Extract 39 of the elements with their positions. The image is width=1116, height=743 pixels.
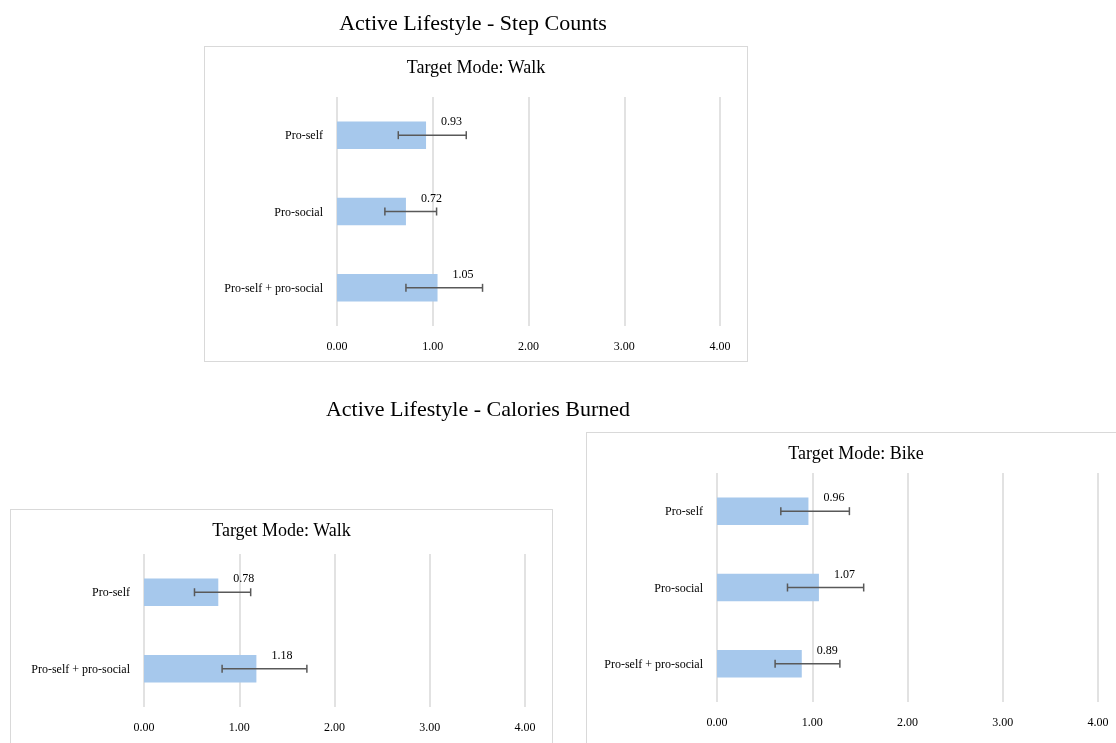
y-tick-label: Pro-self xyxy=(285,128,323,143)
chart-subtitle: Target Mode: Walk xyxy=(211,520,352,541)
chart-subtitle: Target Mode: Bike xyxy=(787,443,925,464)
x-tick-label: 0.00 xyxy=(706,715,728,729)
y-tick-label: Pro-self + pro-social xyxy=(224,280,324,295)
y-tick-label: Pro-social xyxy=(274,204,324,219)
data-label: 0.93 xyxy=(441,114,463,129)
x-tick-label: 2.00 xyxy=(897,715,918,729)
data-label: 0.78 xyxy=(233,571,255,586)
data-label: 0.89 xyxy=(816,642,838,657)
chart-title: Active Lifestyle - Step Counts xyxy=(338,10,608,36)
x-tick-label: 4.00 xyxy=(514,720,536,734)
x-tick-label: 1.00 xyxy=(801,715,823,729)
data-label: 0.72 xyxy=(420,190,442,205)
x-tick-label: 2.00 xyxy=(324,720,345,734)
x-tick-label: 1.00 xyxy=(422,339,444,353)
chart-title: Active Lifestyle - Calories Burned xyxy=(324,396,632,422)
x-tick-label: 3.00 xyxy=(613,339,635,353)
chart-subtitle: Target Mode: Walk xyxy=(405,57,547,78)
x-tick-label: 3.00 xyxy=(992,715,1014,729)
bar xyxy=(717,650,802,678)
x-tick-label: 4.00 xyxy=(1087,715,1109,729)
x-tick-label: 0.00 xyxy=(326,339,348,353)
data-label: 0.96 xyxy=(823,490,845,505)
y-tick-label: Pro-self + pro-social xyxy=(604,656,704,671)
y-tick-label: Pro-self + pro-social xyxy=(31,661,131,676)
x-tick-label: 0.00 xyxy=(133,720,155,734)
x-tick-label: 2.00 xyxy=(518,339,539,353)
data-label: 1.07 xyxy=(833,566,855,581)
y-tick-label: Pro-social xyxy=(654,580,704,595)
data-label: 1.18 xyxy=(271,647,293,662)
y-tick-label: Pro-self xyxy=(665,504,703,519)
bar xyxy=(717,497,809,525)
bar xyxy=(717,573,819,602)
x-tick-label: 3.00 xyxy=(419,720,441,734)
y-tick-label: Pro-self xyxy=(92,585,130,600)
x-tick-label: 1.00 xyxy=(228,720,250,734)
data-label: 1.05 xyxy=(452,266,474,281)
x-tick-label: 4.00 xyxy=(709,339,731,353)
